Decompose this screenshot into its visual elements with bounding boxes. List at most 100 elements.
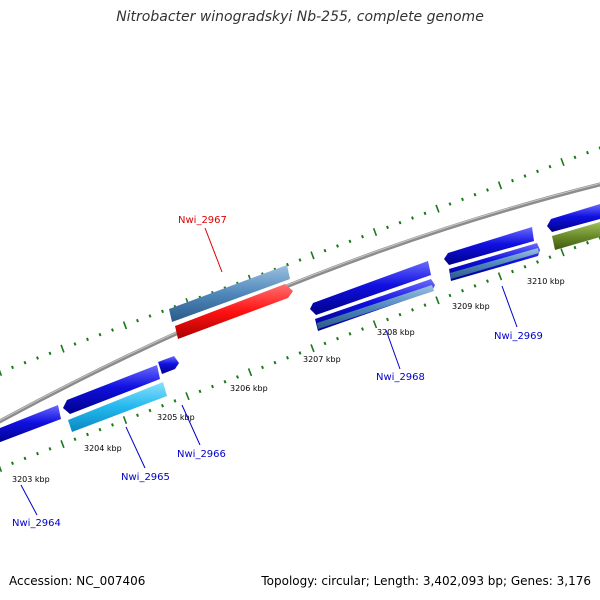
- outer-track-tick: [497, 181, 503, 190]
- outer-track-tick: [560, 157, 565, 167]
- gene-feature-blue-small[interactable]: [158, 356, 179, 374]
- inner-track-tick: [386, 317, 389, 322]
- outer-track-tick: [48, 351, 52, 356]
- outer-tick-track: [0, 146, 600, 377]
- leader-2965: [125, 426, 146, 469]
- inner-track-tick: [435, 296, 440, 305]
- gene-feature-2967-upper[interactable]: [169, 265, 290, 322]
- inner-track-tick: [298, 351, 302, 355]
- kbp-label-3204: 3204 kbp: [84, 444, 122, 453]
- outer-track-tick: [473, 192, 477, 197]
- outer-track-tick: [0, 369, 3, 377]
- leader-2968: [385, 329, 401, 370]
- inner-track-tick: [548, 255, 552, 259]
- inner-track-tick: [536, 260, 539, 264]
- inner-track-tick: [60, 440, 65, 449]
- outer-track-tick: [511, 178, 514, 183]
- inner-track-tick: [236, 375, 239, 379]
- outer-track-tick: [336, 244, 339, 248]
- kbp-label-3203: 3203 kbp: [12, 475, 50, 484]
- inner-track-tick: [448, 293, 452, 298]
- inner-track-tick: [0, 465, 3, 473]
- inner-track-tick: [586, 241, 589, 245]
- genome-backbone: [0, 182, 600, 424]
- inner-track-tick: [98, 427, 102, 432]
- kbp-label-3207: 3207 kbp: [303, 355, 341, 364]
- outer-track-tick: [386, 225, 389, 230]
- outer-track-tick: [423, 211, 427, 216]
- inner-track-tick: [310, 344, 315, 353]
- inner-track-tick: [323, 341, 327, 346]
- outer-track-tick: [148, 314, 152, 318]
- gene-feature-blue-3204[interactable]: [63, 365, 160, 414]
- outer-track-tick: [448, 202, 452, 206]
- inner-track-tick: [573, 245, 577, 250]
- leader-2966: [181, 404, 201, 446]
- gene-feature-blue-3207[interactable]: [310, 261, 431, 315]
- outer-track-tick: [435, 204, 440, 213]
- outer-track-tick: [122, 321, 128, 330]
- outer-track-tick: [86, 337, 89, 342]
- kbp-label-3208: 3208 kbp: [377, 328, 415, 337]
- inner-track-tick: [411, 308, 414, 312]
- outer-track-tick: [36, 356, 39, 360]
- genome-backbone-highlight: [0, 182, 600, 421]
- inner-track-tick: [423, 303, 427, 307]
- outer-track-tick: [98, 332, 102, 337]
- inner-track-tick: [111, 423, 114, 427]
- inner-track-tick: [398, 312, 402, 317]
- gene-label-nwi-2969[interactable]: Nwi_2969: [494, 331, 543, 342]
- outer-track-tick: [372, 227, 378, 237]
- inner-track-tick: [136, 413, 139, 418]
- outer-track-tick: [136, 318, 139, 323]
- inner-track-tick: [73, 437, 77, 442]
- gene-label-leaders: [20, 227, 518, 516]
- gene-feature-blue-right[interactable]: [547, 204, 600, 232]
- gene-feature-olive-right[interactable]: [552, 222, 600, 250]
- gene-label-nwi-2964[interactable]: Nwi_2964: [12, 518, 61, 529]
- inner-track-tick: [497, 272, 503, 281]
- inner-track-tick: [11, 461, 14, 465]
- leader-2964: [20, 484, 38, 516]
- gene-label-nwi-2967[interactable]: Nwi_2967: [178, 215, 227, 226]
- gene-feature-blue-left-edge[interactable]: [0, 405, 61, 444]
- inner-track-tick: [36, 451, 39, 456]
- outer-track-tick: [11, 365, 14, 370]
- inner-track-tick: [361, 327, 364, 331]
- outer-track-tick: [586, 150, 589, 155]
- gene-label-nwi-2966[interactable]: Nwi_2966: [177, 449, 226, 460]
- kbp-label-3205: 3205 kbp: [157, 413, 195, 422]
- outer-track-tick: [161, 309, 164, 314]
- inner-track-tick: [223, 379, 227, 384]
- outer-track-tick: [310, 251, 315, 260]
- inner-track-tick: [261, 365, 264, 370]
- gene-feature-2968[interactable]: [317, 285, 434, 329]
- outer-track-tick: [411, 216, 414, 220]
- inner-track-tick: [86, 432, 89, 437]
- outer-track-tick: [486, 188, 489, 192]
- outer-track-tick: [298, 258, 302, 262]
- gene-labels: Nwi_2964 Nwi_2965 Nwi_2966 Nwi_2967 Nwi_…: [12, 215, 543, 529]
- inner-track-tick: [348, 332, 352, 336]
- leader-2969: [501, 285, 518, 328]
- inner-track-tick: [273, 360, 277, 365]
- gene-feature-2967[interactable]: [175, 284, 293, 339]
- inner-track-tick: [148, 408, 152, 413]
- outer-track-tick: [111, 328, 114, 332]
- gene-label-nwi-2968[interactable]: Nwi_2968: [376, 372, 425, 383]
- gene-feature-blue-3209[interactable]: [444, 227, 534, 265]
- inner-track-tick: [461, 288, 464, 293]
- inner-track-tick: [161, 403, 164, 408]
- outer-track-tick: [398, 220, 402, 225]
- outer-track-tick: [573, 155, 577, 160]
- inner-track-tick: [523, 264, 527, 269]
- inner-track-tick: [173, 399, 177, 403]
- kbp-label-3210: 3210 kbp: [527, 277, 565, 286]
- inner-track-tick: [486, 279, 489, 283]
- kbp-label-3206: 3206 kbp: [230, 384, 268, 393]
- gene-label-nwi-2965[interactable]: Nwi_2965: [121, 472, 170, 483]
- gene-feature-2969[interactable]: [450, 248, 539, 279]
- gene-feature-2965[interactable]: [68, 382, 167, 432]
- inner-track-tick: [23, 456, 27, 461]
- outer-track-tick: [548, 164, 552, 169]
